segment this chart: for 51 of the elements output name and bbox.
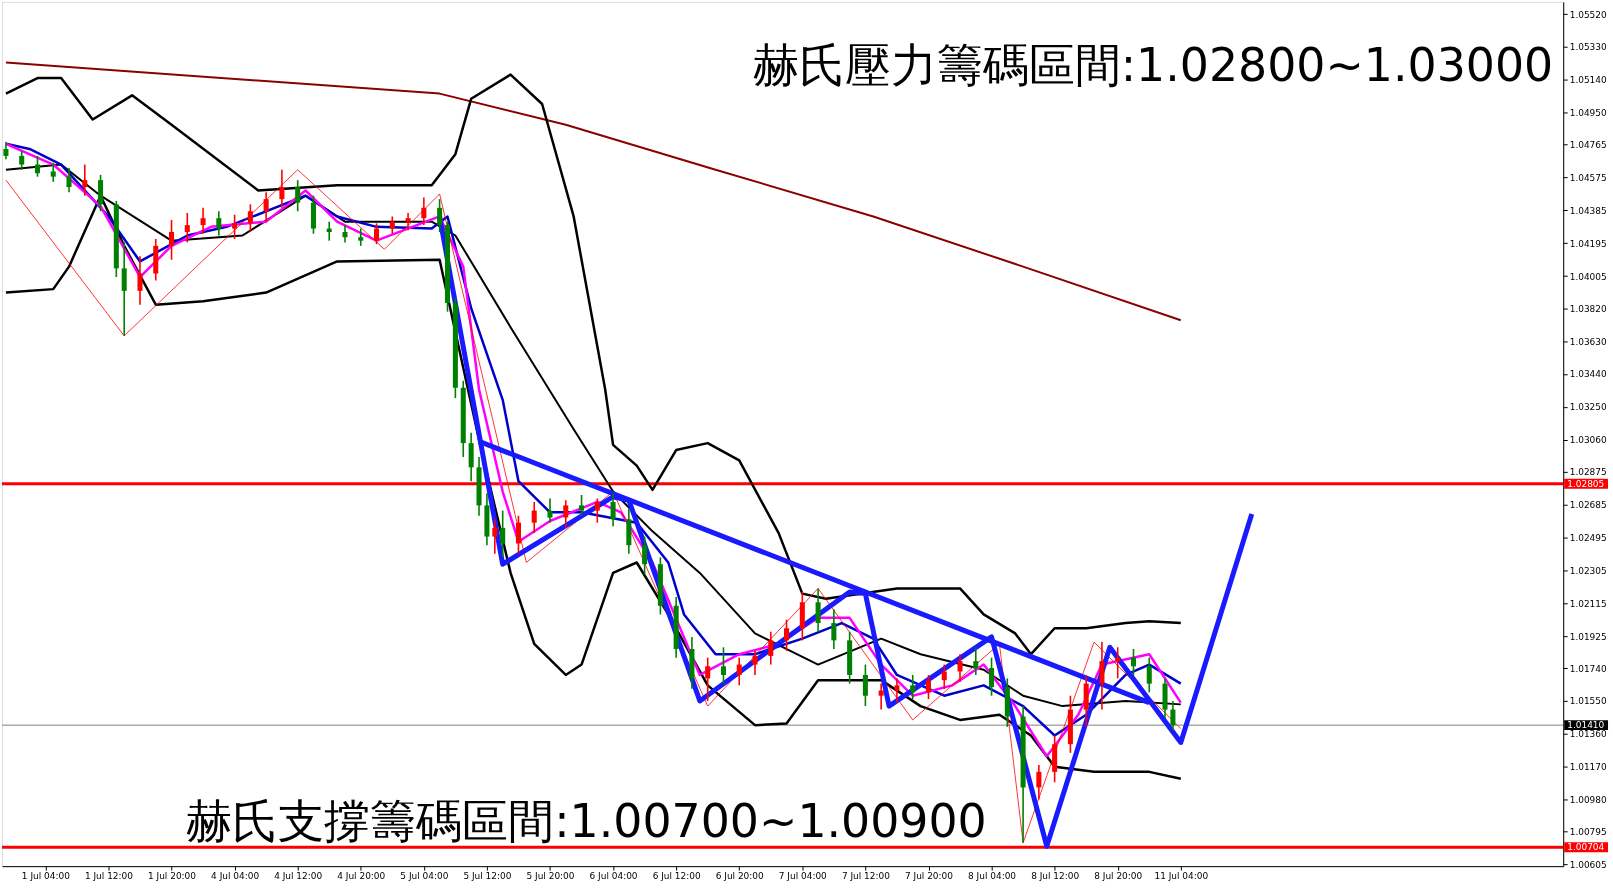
y-tick-label: 1.02685	[1569, 500, 1607, 511]
x-tick-label: 8 Jul 12:00	[1031, 870, 1080, 881]
y-tick-label: 1.01740	[1569, 663, 1608, 674]
x-tick-label: 6 Jul 04:00	[589, 870, 638, 881]
y-tick-label: 1.01925	[1569, 631, 1607, 642]
ref-line-label: 1.02805	[1567, 478, 1605, 489]
x-tick-label: 8 Jul 04:00	[968, 870, 1017, 881]
x-tick-label: 5 Jul 20:00	[526, 870, 575, 881]
annotation: 赫氏壓力籌碼區間:1.02800~1.03000	[752, 37, 1554, 92]
x-tick-label: 4 Jul 04:00	[211, 870, 260, 881]
annotation: 赫氏支撐籌碼區間:1.00700~1.00900	[186, 794, 987, 849]
ref-line-label: 1.00704	[1567, 842, 1605, 853]
y-tick-label: 1.03060	[1569, 435, 1608, 446]
y-tick-label: 1.04765	[1569, 140, 1607, 151]
x-tick-label: 5 Jul 04:00	[400, 870, 449, 881]
y-tick-label: 1.03250	[1569, 402, 1608, 413]
x-tick-label: 1 Jul 20:00	[148, 870, 197, 881]
y-tick-label: 1.02875	[1569, 467, 1607, 478]
y-tick-label: 1.04950	[1569, 108, 1608, 119]
y-tick-label: 1.05330	[1569, 42, 1608, 53]
y-tick-label: 1.04195	[1569, 238, 1607, 249]
x-tick-label: 7 Jul 20:00	[904, 870, 954, 881]
y-tick-label: 1.01550	[1569, 696, 1608, 707]
y-tick-label: 1.01170	[1569, 762, 1608, 773]
y-tick-label: 1.03630	[1569, 336, 1608, 347]
y-tick-label: 1.00795	[1569, 827, 1607, 838]
y-tick-label: 1.05520	[1569, 9, 1608, 20]
y-tick-label: 1.00980	[1569, 795, 1608, 806]
y-tick-label: 1.02305	[1569, 565, 1607, 576]
y-tick-label: 1.03440	[1569, 369, 1608, 380]
y-tick-label: 1.02495	[1569, 532, 1607, 543]
y-tick-label: 1.04385	[1569, 205, 1607, 216]
x-tick-label: 11 Jul 04:00	[1154, 870, 1209, 881]
y-tick-label: 1.04575	[1569, 173, 1607, 184]
x-tick-label: 1 Jul 12:00	[84, 870, 134, 881]
y-tick-label: 1.04005	[1569, 271, 1607, 282]
y-tick-label: 1.05140	[1569, 75, 1608, 86]
x-tick-label: 8 Jul 20:00	[1094, 870, 1143, 881]
x-tick-label: 6 Jul 12:00	[652, 870, 701, 881]
x-tick-label: 6 Jul 20:00	[715, 870, 765, 881]
y-tick-label: 1.01360	[1569, 729, 1608, 740]
y-tick-label: 1.00605	[1569, 859, 1607, 870]
x-tick-label: 7 Jul 12:00	[841, 870, 891, 881]
x-tick-label: 5 Jul 12:00	[463, 870, 512, 881]
y-tick-label: 1.03820	[1569, 303, 1608, 314]
x-tick-label: 7 Jul 04:00	[778, 870, 828, 881]
ref-line-label: 1.01410	[1567, 720, 1605, 731]
x-tick-label: 4 Jul 12:00	[274, 870, 323, 881]
y-tick-label: 1.02115	[1569, 598, 1607, 609]
x-tick-label: 4 Jul 20:00	[337, 870, 386, 881]
x-tick-label: 1 Jul 04:00	[21, 870, 71, 881]
